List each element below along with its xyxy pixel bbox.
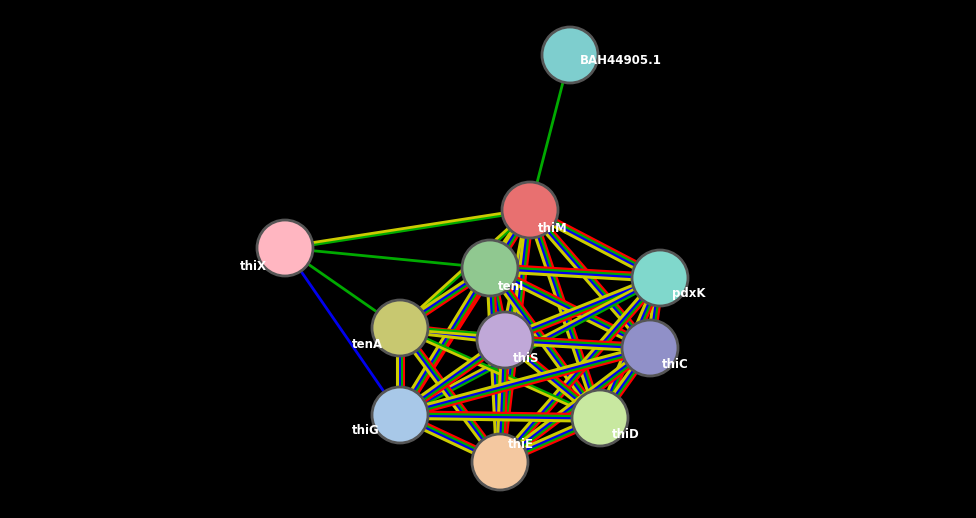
Circle shape	[632, 250, 688, 306]
Text: BAH44905.1: BAH44905.1	[580, 53, 662, 66]
Circle shape	[542, 27, 598, 83]
Text: thiM: thiM	[538, 222, 568, 235]
Circle shape	[472, 434, 528, 490]
Text: thiG: thiG	[352, 424, 380, 438]
Text: tenA: tenA	[352, 338, 384, 351]
Circle shape	[372, 387, 428, 443]
Text: pdxK: pdxK	[672, 287, 706, 300]
Circle shape	[257, 220, 313, 276]
Text: thiS: thiS	[513, 352, 540, 365]
Circle shape	[622, 320, 678, 376]
Circle shape	[462, 240, 518, 296]
Text: thiD: thiD	[612, 427, 639, 440]
Circle shape	[572, 390, 628, 446]
Text: thiX: thiX	[240, 260, 267, 272]
Text: thiE: thiE	[508, 438, 534, 451]
Circle shape	[477, 312, 533, 368]
Text: tenI: tenI	[498, 280, 524, 293]
Circle shape	[502, 182, 558, 238]
Text: thiC: thiC	[662, 357, 689, 370]
Circle shape	[372, 300, 428, 356]
